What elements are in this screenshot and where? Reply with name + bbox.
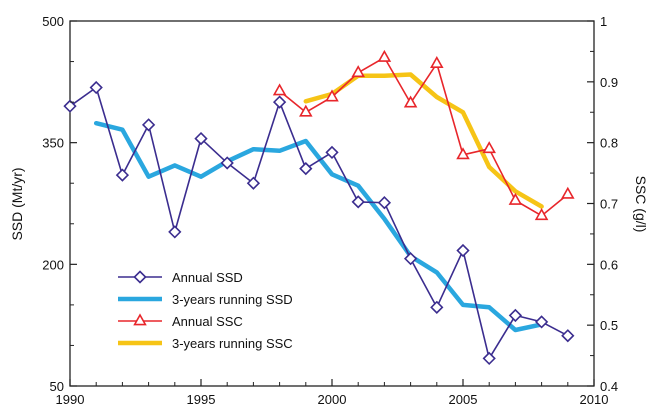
data-point-diamond bbox=[482, 351, 496, 366]
data-point-triangle bbox=[351, 65, 365, 78]
y-left-tick-label: 350 bbox=[42, 136, 64, 151]
series-3-years-running-ssd bbox=[93, 120, 544, 333]
data-point-triangle bbox=[377, 49, 392, 62]
data-point-diamond bbox=[246, 176, 261, 190]
x-tick-label: 2005 bbox=[449, 392, 478, 407]
series-line bbox=[303, 72, 544, 209]
series-3-years-running-ssc bbox=[303, 72, 544, 209]
x-tick-label: 1995 bbox=[187, 392, 216, 407]
x-tick-label: 1990 bbox=[56, 392, 85, 407]
data-point-diamond bbox=[351, 195, 365, 209]
data-point-diamond bbox=[377, 196, 392, 210]
data-point-diamond bbox=[272, 95, 287, 109]
data-point-diamond bbox=[325, 145, 339, 160]
data-point-diamond bbox=[168, 225, 182, 239]
y-right-tick-label: 1 bbox=[600, 14, 607, 29]
data-point-diamond bbox=[561, 329, 575, 343]
y-right-tick-label: 0.5 bbox=[600, 318, 618, 333]
axis-layer: 1990 1995 2000 2005 2010 50 200 350 500 0.4 0.5 0.6… bbox=[42, 14, 618, 407]
x-tick-label: 2010 bbox=[580, 392, 609, 407]
data-point-triangle bbox=[456, 147, 470, 160]
y-left-tick-label: 200 bbox=[42, 257, 64, 272]
data-point-diamond bbox=[194, 131, 208, 146]
y-left-axis-title: SSD (Mt/yr) bbox=[9, 167, 25, 240]
data-point-triangle bbox=[482, 141, 496, 154]
data-point-diamond bbox=[89, 80, 103, 95]
y-left-tick-label: 50 bbox=[50, 379, 64, 394]
data-point-triangle bbox=[508, 192, 523, 205]
data-point-diamond bbox=[115, 168, 130, 182]
y-right-axis-title: SSC (g/l) bbox=[633, 176, 649, 233]
data-point-diamond bbox=[430, 300, 444, 314]
legend-label: Annual SSC bbox=[172, 314, 243, 329]
data-point-diamond bbox=[299, 161, 313, 176]
data-point-triangle bbox=[325, 89, 339, 102]
data-point-diamond bbox=[508, 308, 523, 323]
series-annual-ssc bbox=[272, 49, 575, 221]
x-tick-label: 2000 bbox=[318, 392, 347, 407]
series-line bbox=[279, 56, 569, 217]
legend-item: Annual SSD bbox=[118, 270, 243, 285]
data-point-diamond bbox=[534, 315, 549, 329]
y-right-tick-label: 0.9 bbox=[600, 75, 618, 90]
data-point-diamond bbox=[63, 99, 77, 113]
y-right-tick-label: 0.6 bbox=[600, 257, 618, 272]
y-right-tick-label: 0.4 bbox=[600, 379, 618, 394]
data-point-triangle bbox=[272, 83, 287, 96]
series-line bbox=[69, 86, 569, 360]
series-layer bbox=[63, 49, 575, 366]
legend-marker bbox=[133, 270, 147, 284]
data-point-triangle bbox=[561, 186, 575, 199]
y-left-tick-label: 500 bbox=[42, 14, 64, 29]
legend-item: 3-years running SSD bbox=[118, 292, 293, 307]
data-point-diamond bbox=[220, 156, 234, 170]
data-point-diamond bbox=[403, 252, 418, 266]
legend-item: 3-years running SSC bbox=[118, 336, 293, 351]
series-annual-ssd bbox=[63, 80, 575, 366]
legend-label: 3-years running SSC bbox=[172, 336, 293, 351]
legend-item: Annual SSC bbox=[118, 313, 243, 329]
legend: Annual SSD 3-years running SSD Annual SSC 3… bbox=[118, 270, 293, 351]
legend-label: Annual SSD bbox=[172, 270, 243, 285]
legend-marker bbox=[133, 313, 147, 326]
y-right-tick-label: 0.7 bbox=[600, 197, 618, 212]
legend-label: 3-years running SSD bbox=[172, 292, 293, 307]
data-point-triangle bbox=[299, 104, 313, 117]
data-point-diamond bbox=[141, 118, 156, 132]
data-point-diamond bbox=[456, 243, 470, 258]
data-point-triangle bbox=[430, 55, 444, 68]
data-point-triangle bbox=[534, 208, 549, 221]
data-point-triangle bbox=[403, 95, 418, 108]
series-line bbox=[93, 120, 544, 333]
y-right-tick-label: 0.8 bbox=[600, 136, 618, 151]
